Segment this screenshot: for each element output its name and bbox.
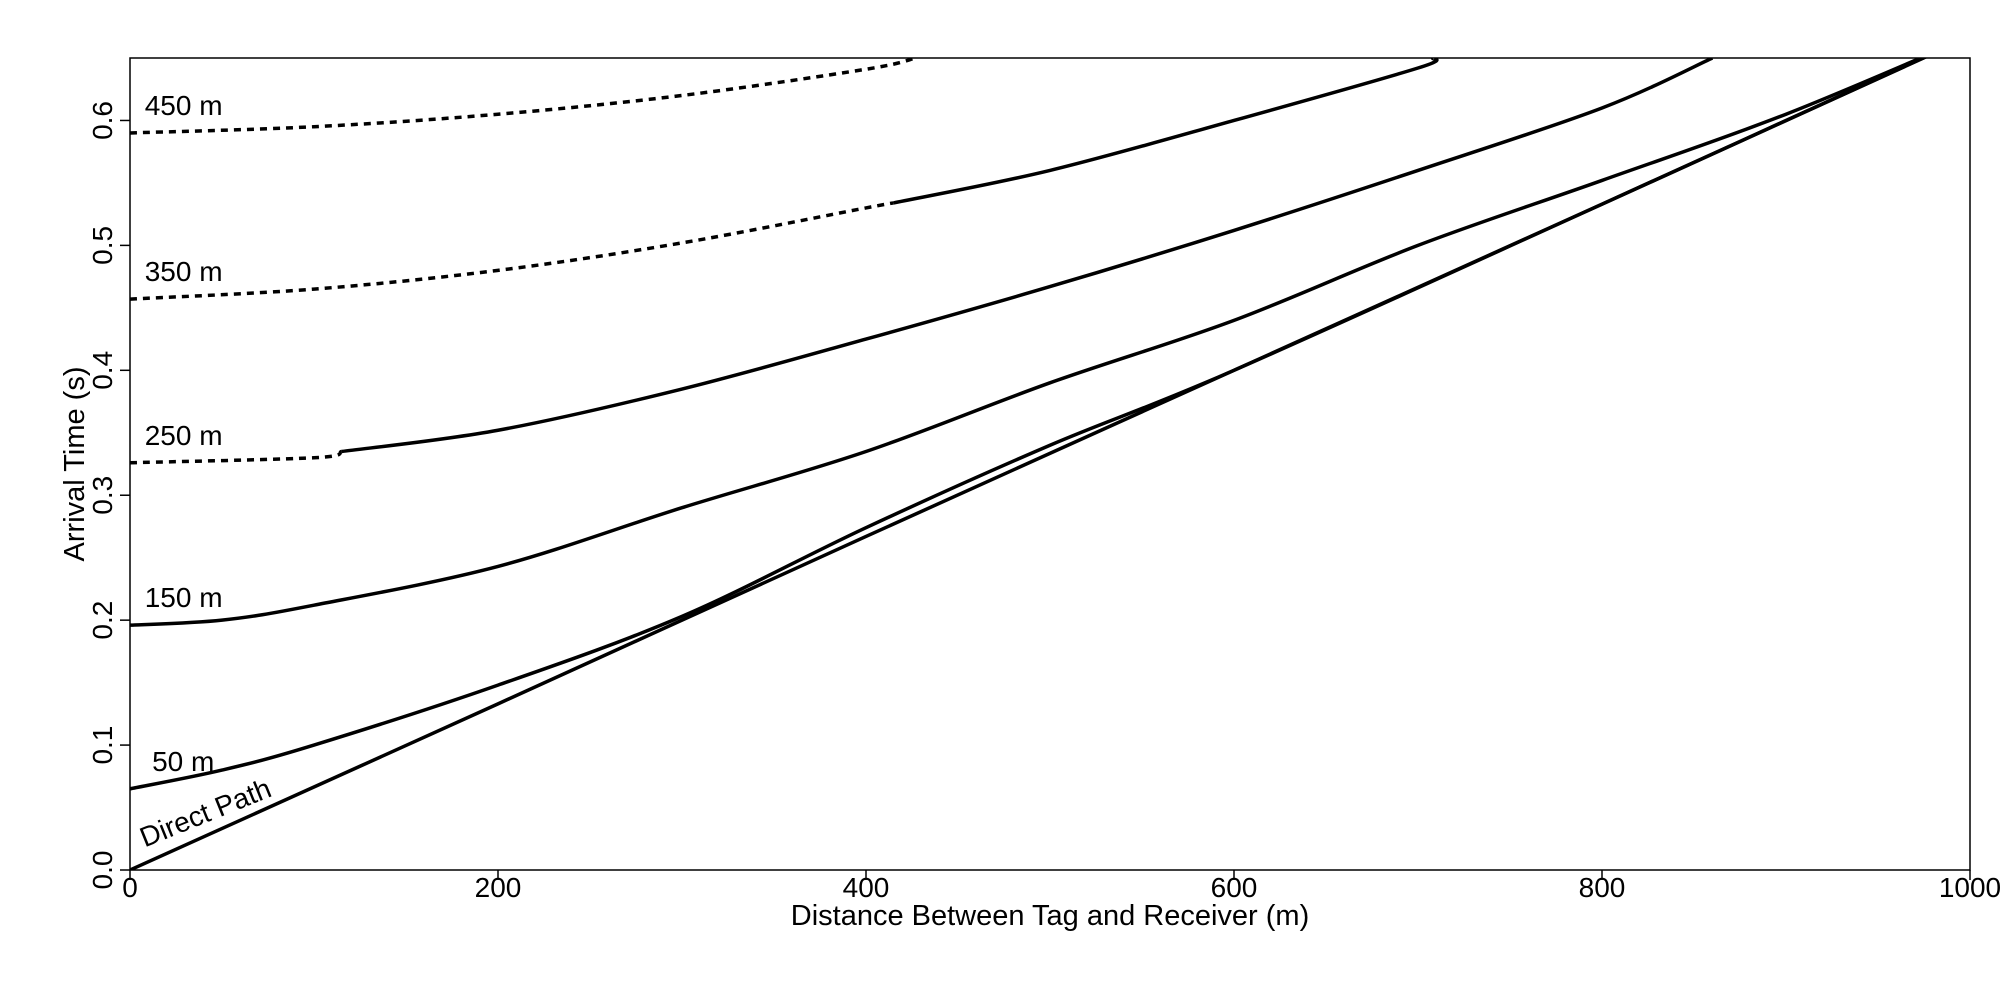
curve-50-m bbox=[130, 58, 1928, 791]
curve-label-50-m: 50 m bbox=[152, 746, 214, 777]
y-tick-label: 0.5 bbox=[87, 226, 118, 265]
y-tick-label: 0.4 bbox=[87, 351, 118, 390]
curve-450-m-dashed bbox=[130, 58, 917, 135]
curves bbox=[130, 58, 1928, 870]
y-tick-label: 0.0 bbox=[87, 851, 118, 890]
curve-350-m bbox=[893, 58, 1439, 205]
curve-label-350-m: 350 m bbox=[145, 256, 223, 287]
x-axis: 0 200 400 600 800 1000 bbox=[122, 870, 2000, 903]
curve-250-m bbox=[341, 58, 1714, 454]
x-tick-label: 0 bbox=[122, 872, 138, 903]
y-tick-label: 0.6 bbox=[87, 101, 118, 140]
x-tick-label: 400 bbox=[843, 872, 890, 903]
curve-label-450-m: 450 m bbox=[145, 90, 223, 121]
y-tick-label: 0.1 bbox=[87, 726, 118, 765]
curve-250-m-dashed bbox=[130, 449, 343, 465]
y-tick-label: 0.2 bbox=[87, 601, 118, 640]
x-tick-label: 200 bbox=[475, 872, 522, 903]
y-axis: 0.0 0.1 0.2 0.3 0.4 0.5 0.6 bbox=[87, 101, 130, 889]
curve-label-150-m: 150 m bbox=[145, 582, 223, 613]
plot-frame bbox=[129, 57, 1971, 871]
x-tick-label: 1000 bbox=[1939, 872, 2000, 903]
x-tick-label: 800 bbox=[1579, 872, 1626, 903]
x-axis-title: Distance Between Tag and Receiver (m) bbox=[791, 900, 1310, 932]
y-axis-title: Arrival Time (s) bbox=[59, 367, 91, 562]
y-tick-label: 0.3 bbox=[87, 476, 118, 515]
curve-150-m bbox=[130, 58, 1925, 627]
curve-350-m-dashed bbox=[130, 201, 894, 301]
x-tick-label: 600 bbox=[1211, 872, 1258, 903]
curve-label-250-m: 250 m bbox=[145, 420, 223, 451]
